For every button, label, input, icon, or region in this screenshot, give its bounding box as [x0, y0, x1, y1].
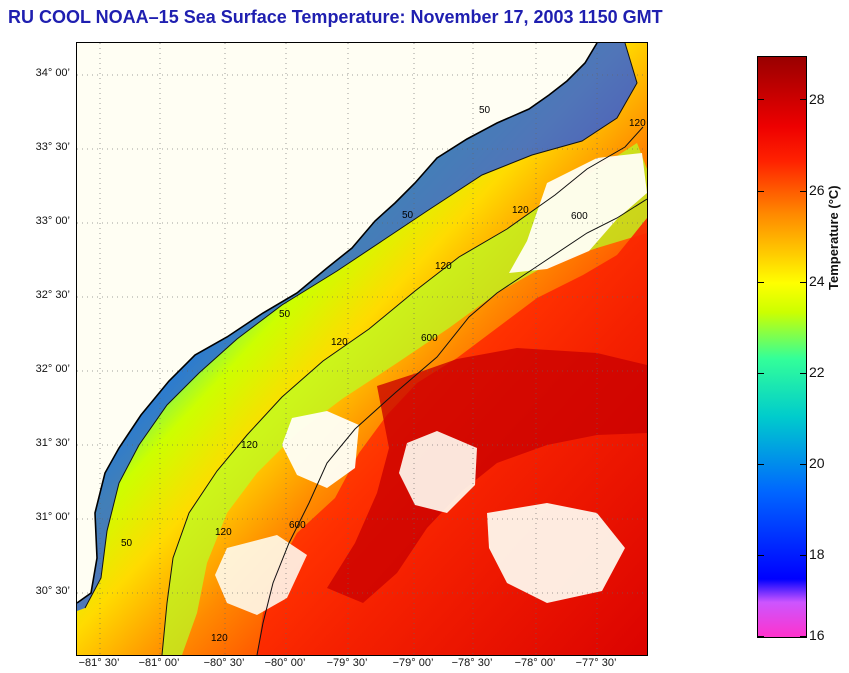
longitude-label-79-30: −79° 30’ [326, 657, 368, 669]
longitude-label-81-00: −81° 00’ [138, 657, 180, 669]
isobath-600 [256, 198, 647, 655]
colorbar-label-28: 28 [809, 91, 825, 107]
contour-label-50-mid: 50 [402, 210, 414, 221]
latitude-label-32-00: 32° 00’ [35, 363, 70, 375]
cloud-mask-southeast [487, 503, 625, 603]
longitude-label-80-00: −80° 00’ [264, 657, 306, 669]
colorbar-label-22: 22 [809, 364, 825, 380]
colorbar-tick-26-left [758, 191, 764, 192]
colorbar-tick-24-left [758, 282, 764, 283]
contour-label-120-central: 120 [331, 337, 348, 348]
colorbar-label-24: 24 [809, 273, 825, 289]
colorbar-tick-22-right [800, 373, 806, 374]
contour-label-120-far-south: 120 [215, 527, 232, 538]
latitude-label-33-30: 33° 30’ [35, 141, 70, 153]
longitude-label-79-00: −79° 00’ [392, 657, 434, 669]
colorbar-tick-18-right [800, 555, 806, 556]
cloud-mask-south [282, 411, 359, 488]
colorbar-label-20: 20 [809, 455, 825, 471]
colorbar-tick-18-left [758, 555, 764, 556]
contour-label-600-south: 600 [289, 520, 306, 531]
contour-label-120-bottom: 120 [211, 633, 228, 644]
colorbar-tick-28-right [800, 99, 806, 100]
latitude-label-32-30: 32° 30’ [35, 289, 70, 301]
isobath-120 [161, 126, 644, 655]
colorbar-tick-20-left [758, 464, 764, 465]
isobath-50 [84, 43, 638, 609]
sst-map-svg: 50 50 50 50 120 120 120 120 120 120 120 … [77, 43, 647, 655]
colorbar-tick-20-right [800, 464, 806, 465]
contour-label-120-ne: 120 [512, 205, 529, 216]
latitude-label-31-30: 31° 30’ [35, 437, 70, 449]
longitude-label-78-30: −78° 30’ [451, 657, 493, 669]
latitude-label-33-00: 33° 00’ [35, 215, 70, 227]
colorbar-label-16: 16 [809, 627, 825, 643]
deep-red-core [327, 348, 647, 603]
contour-label-120-south: 120 [241, 440, 258, 451]
colorbar-tick-16-left [758, 636, 764, 637]
latitude-label-34-00: 34° 00’ [35, 67, 70, 79]
colorbar-tick-22-left [758, 373, 764, 374]
contour-label-600-central: 600 [421, 333, 438, 344]
contour-text: 50 50 50 50 120 120 120 120 120 120 120 … [121, 105, 646, 644]
colorbar-label-26: 26 [809, 182, 825, 198]
contour-label-120-mid: 120 [435, 261, 452, 272]
contour-label-120-north: 120 [629, 118, 646, 129]
cloud-mask-east [509, 153, 647, 273]
longitude-label-80-30: −80° 30’ [203, 657, 245, 669]
contour-label-50-north: 50 [479, 105, 491, 116]
colorbar-title: Temperature (°C) [826, 185, 841, 290]
longitude-label-78-00: −78° 00’ [514, 657, 556, 669]
grid-lines [77, 43, 647, 655]
temperature-colorbar [757, 56, 807, 638]
longitude-label-77-30: −77° 30’ [575, 657, 617, 669]
contour-label-50-far-south: 50 [121, 538, 133, 549]
colorbar-tick-28-left [758, 99, 764, 100]
colorbar-tick-26-right [800, 191, 806, 192]
colorbar-tick-24-right [800, 282, 806, 283]
contour-label-50-south: 50 [279, 309, 291, 320]
longitude-label-81-30: −81° 30’ [78, 657, 120, 669]
cloud-mask-central [399, 431, 477, 513]
sst-map: 50 50 50 50 120 120 120 120 120 120 120 … [76, 42, 648, 656]
coastline [77, 43, 598, 604]
colorbar-tick-16-right [800, 636, 806, 637]
nearshore-cool-band [77, 43, 637, 611]
colorbar-label-18: 18 [809, 546, 825, 562]
latitude-label-30-30: 30° 30’ [35, 585, 70, 597]
page-title: RU COOL NOAA–15 Sea Surface Temperature:… [8, 7, 663, 27]
latitude-label-31-00: 31° 00’ [35, 511, 70, 523]
contour-label-600-north: 600 [571, 211, 588, 222]
